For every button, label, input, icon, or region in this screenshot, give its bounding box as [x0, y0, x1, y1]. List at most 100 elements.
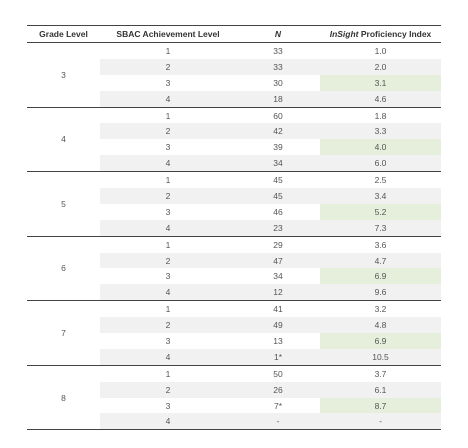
level-cell: 1 [100, 364, 236, 382]
header-cell: SBAC Achievement Level [100, 25, 236, 43]
header-cell: Grade Level [27, 25, 100, 43]
n-cell: 23 [236, 219, 320, 237]
n-cell: 18 [236, 90, 320, 108]
table-row: 8 1 50 3.7 [27, 364, 441, 431]
level-cell: 4 [100, 348, 236, 366]
table-row: 5 1 45 2.5 [27, 171, 441, 237]
table-row: 4 1 60 1.8 [27, 106, 441, 173]
index-cell: 8.7 [320, 397, 441, 414]
n-cell: 50 [236, 364, 320, 382]
data-table: Grade Level SBAC Achievement Level N InS… [27, 25, 441, 431]
table-row: 3 7* 8.7 [27, 397, 441, 414]
level-cell: 3 [165, 271, 171, 282]
index-cell: 6.9 [320, 268, 441, 285]
n-cell: 33 [236, 58, 320, 75]
index-cell: 3.2 [320, 300, 441, 318]
table-row: 4-- [27, 413, 441, 431]
grade-cell: 3 [27, 42, 100, 108]
n-cell: 34 [236, 155, 320, 172]
table-header: Grade Level SBAC Achievement Level N InS… [27, 25, 441, 43]
table-row: 4 23 7.3 [27, 219, 441, 237]
level-cell: 3 [165, 400, 171, 411]
table-row: 3 39 4.0 [27, 139, 441, 156]
level-cell: 2 [100, 317, 236, 334]
n-cell: 7* [273, 400, 283, 411]
header-cell: InSight Proficiency Index [320, 25, 441, 43]
grade-cell: 7 [27, 300, 100, 366]
n-cell: 29 [236, 235, 320, 253]
index-cell: - [320, 413, 441, 431]
level-cell: 2 [100, 123, 236, 140]
index-cell: 3.6 [320, 235, 441, 253]
grade-cell: 6 [27, 235, 100, 302]
index-cell: 6.9 [320, 333, 441, 349]
table-row: 3 30 3.1 [27, 74, 441, 91]
table-row: 2 47 4.7 [27, 252, 441, 269]
grade-cell: 8 [27, 364, 100, 431]
table-row: 4 12 9.6 [27, 284, 441, 301]
header-text: InSight [329, 29, 359, 39]
level-cell: 4 [100, 155, 236, 172]
header-row: Grade Level SBAC Achievement Level N InS… [27, 25, 441, 43]
table-body: 3 1 33 1.0 2 33 2.0 3 30 3.1 4 18 4.6 4 1 60 1.8 2 42 3.3 3 3… [27, 41, 441, 431]
n-cell: 49 [236, 317, 320, 334]
index-cell: 7.3 [320, 219, 441, 237]
index-cell: 2.5 [320, 171, 441, 189]
n-cell: 13 [273, 335, 283, 346]
grade-cell: 4 [27, 106, 100, 173]
index-cell: 4.7 [320, 252, 441, 269]
table-row: 6 1 29 3.6 [27, 235, 441, 302]
table-row: 4 18 4.6 [27, 90, 441, 108]
index-cell: 4.6 [320, 90, 441, 108]
index-cell: 2.0 [320, 58, 441, 75]
level-cell: 4 [100, 284, 236, 301]
index-cell: 1.0 [320, 41, 441, 59]
table-row: 3 13 6.9 [27, 333, 441, 349]
n-cell: 12 [236, 284, 320, 301]
header-text: Proficiency Index [360, 29, 432, 39]
table-row: 4 1* 10.5 [27, 348, 441, 366]
index-cell: 10.5 [320, 348, 441, 366]
n-cell: 45 [236, 188, 320, 204]
level-cell: 4 [100, 219, 236, 237]
n-cell: 46 [273, 206, 283, 217]
level-cell: 3 [165, 206, 171, 217]
index-cell: 5.2 [320, 203, 441, 220]
index-cell: 6.1 [320, 381, 441, 398]
index-cell: 3.1 [320, 74, 441, 91]
level-cell: 1 [100, 171, 236, 189]
index-cell: 3.4 [320, 188, 441, 204]
table-row: 3 34 6.9 [27, 268, 441, 285]
level-cell: 3 [165, 77, 171, 88]
index-cell: 3.3 [320, 123, 441, 140]
table-row: 2 33 2.0 [27, 58, 441, 75]
level-cell: 1 [100, 106, 236, 124]
n-cell: 60 [236, 106, 320, 124]
n-cell: 41 [236, 300, 320, 318]
n-cell: 34 [273, 271, 283, 282]
level-cell: 2 [100, 58, 236, 75]
table-row: 7 1 41 3.2 [27, 300, 441, 366]
n-cell: 30 [273, 77, 283, 88]
level-cell: 2 [100, 381, 236, 398]
n-cell: - [236, 413, 320, 431]
n-cell: 47 [236, 252, 320, 269]
n-cell: 39 [273, 142, 283, 153]
table-row: 4 34 6.0 [27, 155, 441, 172]
header-text: N [274, 29, 282, 39]
level-cell: 1 [100, 41, 236, 59]
index-cell: 1.8 [320, 106, 441, 124]
table-row: 2 49 4.8 [27, 317, 441, 334]
index-cell: 3.7 [320, 364, 441, 382]
level-cell: 1 [100, 235, 236, 253]
table-row: 2 45 3.4 [27, 188, 441, 204]
n-cell: 1* [236, 348, 320, 366]
index-cell: 9.6 [320, 284, 441, 301]
header-cell: N [236, 25, 320, 43]
level-cell: 4 [100, 90, 236, 108]
n-cell: 26 [236, 381, 320, 398]
level-cell: 2 [100, 252, 236, 269]
level-cell: 2 [100, 188, 236, 204]
table-row: 2 42 3.3 [27, 123, 441, 140]
table-row: 2 26 6.1 [27, 381, 441, 398]
